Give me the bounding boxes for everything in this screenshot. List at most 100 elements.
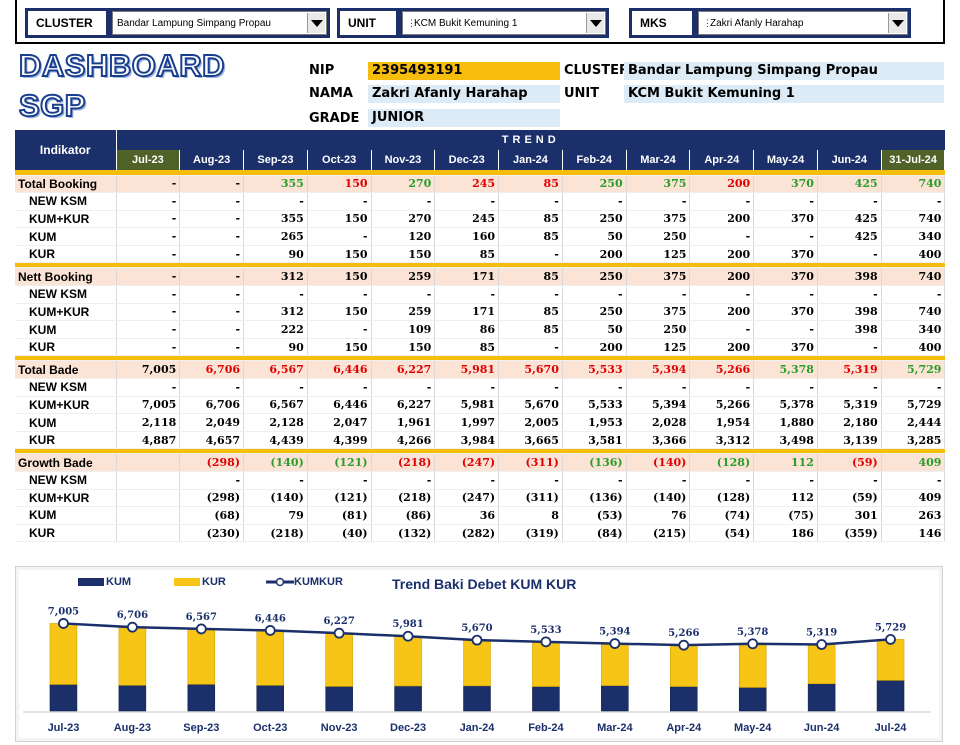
bar-kum: [49, 684, 78, 712]
kumkur-point: [333, 627, 345, 639]
table-cell: -: [689, 320, 755, 339]
table-cell: -: [243, 192, 308, 211]
legend-kum-label: KUM: [106, 576, 132, 588]
table-cell: -: [817, 192, 882, 211]
row-label: KUR: [15, 338, 117, 357]
table-cell: -: [498, 285, 563, 304]
table-cell: 370: [753, 210, 818, 229]
table-cell: -: [179, 378, 245, 397]
x-tick-label: Dec-23: [390, 722, 426, 734]
bar-kum: [670, 686, 698, 712]
title-line-1: DASHBOARD: [18, 47, 226, 84]
table-cell: 375: [626, 267, 691, 287]
table-row: NEW KSM - - - - - - - - - - - - -: [15, 285, 946, 304]
bar-kum: [876, 680, 905, 712]
cluster-value: Bandar Lampung Simpang Propau: [624, 62, 944, 80]
legend-kumkur: KUMKUR: [266, 576, 343, 588]
table-cell: -: [434, 285, 500, 304]
table-cell: -: [116, 285, 181, 304]
table-cell: 200: [689, 303, 755, 322]
chevron-down-icon[interactable]: [307, 13, 325, 33]
table-cell: 150: [307, 338, 372, 357]
table-cell: -: [307, 192, 372, 211]
table-cell: -: [689, 378, 755, 397]
month-header: Feb-24: [562, 150, 627, 170]
bar-kur: [876, 639, 905, 681]
row-label: KUM: [15, 227, 117, 246]
x-tick-label: Apr-24: [666, 722, 702, 734]
table-cell: -: [753, 378, 818, 397]
table-cell: 263: [881, 506, 946, 525]
table-cell: 2,118: [116, 413, 181, 432]
bar-kur: [807, 644, 836, 684]
table-cell: 85: [498, 210, 563, 229]
month-header: Oct-23: [307, 150, 372, 170]
table-cell: 259: [371, 303, 436, 322]
table-cell: 398: [817, 267, 882, 287]
bar-kur: [670, 644, 698, 687]
kumkur-point: [678, 639, 690, 651]
unit-value: KCM Bukit Kemuning 1: [624, 85, 944, 103]
table-row: KUR - -90 150 150 85-200 125 200 370-400: [15, 338, 946, 357]
table-cell: -: [116, 320, 181, 339]
mks-select[interactable]: ⋮ Zakri Afanly Harahap: [698, 11, 908, 35]
x-tick-label: Feb-24: [528, 722, 564, 734]
table-cell: -: [689, 471, 755, 490]
kumkur-point: [126, 621, 138, 633]
kumkur-point: [264, 625, 276, 636]
cluster-select[interactable]: Bandar Lampung Simpang Propau: [112, 11, 327, 35]
table-cell: -: [881, 192, 946, 211]
table-cell: 5,670: [498, 396, 563, 415]
table-cell: -: [179, 338, 245, 357]
table-cell: -: [307, 227, 372, 246]
table-row-section: Total Booking - -355 150 270 245 85 250 375 200 37…: [15, 175, 946, 194]
mks-filter[interactable]: MKS ⋮ Zakri Afanly Harahap: [629, 8, 911, 38]
table-cell: -: [562, 471, 627, 490]
table-cell: -: [116, 378, 181, 397]
table-cell: 5,981: [434, 396, 500, 415]
table-cell: 6,706: [179, 360, 245, 380]
chevron-down-icon[interactable]: [888, 13, 906, 33]
chevron-down-icon[interactable]: [586, 13, 604, 33]
table-cell: -: [371, 378, 436, 397]
table-cell: -: [817, 285, 882, 304]
bar-kur: [325, 632, 353, 687]
table-row: NEW KSM - - - - - - - - - - - - -: [15, 378, 946, 397]
table-cell: (247): [434, 453, 500, 472]
table-cell: 76: [626, 506, 691, 525]
table-cell: -: [753, 471, 818, 490]
table-cell: 740: [881, 210, 946, 229]
table-cell: (247): [434, 489, 500, 508]
table-cell: 245: [434, 175, 500, 194]
table-cell: -: [817, 471, 882, 490]
table-cell: 425: [817, 175, 882, 194]
table-cell: 90: [243, 338, 308, 357]
table-cell: 2,444: [881, 413, 946, 432]
kumkur-point: [540, 636, 552, 648]
table-cell: 265: [243, 227, 308, 246]
line-marker-icon: [266, 577, 294, 587]
table-cell: -: [116, 210, 181, 229]
table-cell: 2,128: [243, 413, 308, 432]
table-cell: -: [307, 285, 372, 304]
table-row-section: Nett Booking - -312 150 259 171 85 250 375 200 370…: [15, 267, 946, 287]
table-cell: 3,984: [434, 431, 500, 450]
unit-filter[interactable]: UNIT ⋮ KCM Bukit Kemuning 1: [337, 8, 609, 38]
table-cell: -: [689, 285, 755, 304]
section-divider: [15, 355, 945, 362]
table-cell: -: [626, 378, 691, 397]
month-header: Jul-23: [116, 150, 181, 170]
table-cell: 200: [689, 267, 755, 287]
table-cell: -: [179, 210, 245, 229]
cluster-filter[interactable]: CLUSTER Bandar Lampung Simpang Propau: [25, 8, 330, 38]
table-cell: 301: [817, 506, 882, 525]
mks-select-value: Zakri Afanly Harahap: [710, 17, 804, 29]
table-cell: 312: [243, 303, 308, 322]
table-row: KUM (68) 79 (81) (86) 36 8 (53) 76 (74) (75) 301 263: [15, 506, 946, 525]
x-tick-label: Oct-23: [253, 722, 287, 734]
table-cell: 270: [371, 175, 436, 194]
table-cell: 146: [881, 524, 946, 543]
unit-select[interactable]: ⋮ KCM Bukit Kemuning 1: [402, 11, 606, 35]
table-cell: 171: [434, 303, 500, 322]
x-tick-label: Jul-24: [875, 722, 908, 734]
